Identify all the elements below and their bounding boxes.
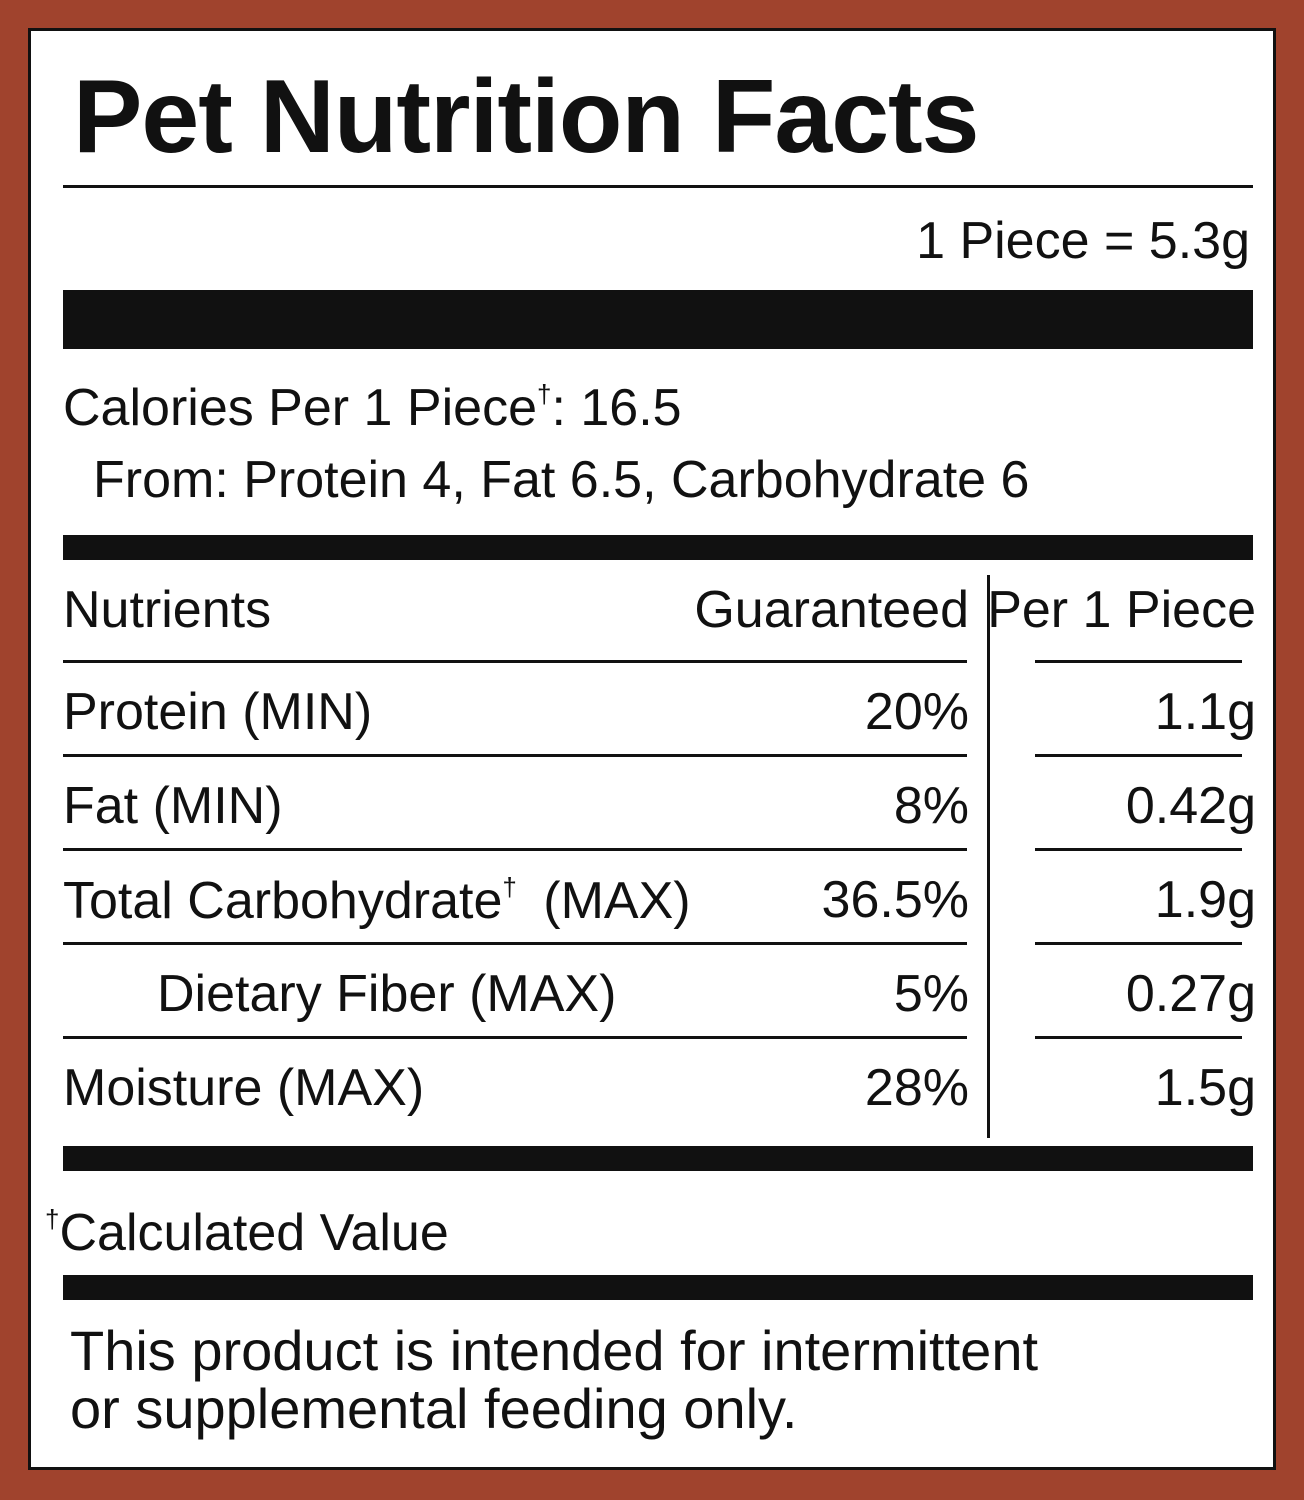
row-rule bbox=[1035, 1036, 1242, 1039]
rule bbox=[63, 185, 1253, 188]
nutrient: Moisture (MAX) bbox=[63, 1062, 424, 1114]
row-rule bbox=[63, 660, 967, 663]
calories-label: Calories Per 1 Piece bbox=[63, 379, 537, 437]
row-rule bbox=[1035, 848, 1242, 851]
title: Pet Nutrition Facts bbox=[73, 59, 980, 175]
row-rule bbox=[63, 942, 967, 945]
guaranteed: 36.5% bbox=[821, 871, 969, 929]
row-rule bbox=[1035, 754, 1242, 757]
per-piece: 1.9g bbox=[1154, 871, 1256, 929]
thick-bar bbox=[63, 290, 1253, 349]
guaranteed: 8% bbox=[893, 777, 969, 835]
header-cell: Nutrients bbox=[63, 581, 272, 639]
header-cell: Guaranteed bbox=[694, 581, 969, 639]
guaranteed: 28% bbox=[864, 1059, 969, 1117]
guaranteed: 20% bbox=[864, 683, 969, 741]
thick-bar bbox=[63, 1275, 1253, 1300]
row-rule bbox=[63, 1036, 967, 1039]
dagger: † bbox=[502, 872, 517, 902]
dagger: † bbox=[537, 379, 552, 409]
nutrient-name: Total Carbohydrate bbox=[63, 872, 503, 930]
guaranteed: 5% bbox=[893, 965, 969, 1023]
per-piece: 0.42g bbox=[1125, 777, 1256, 835]
row-rule bbox=[63, 848, 967, 851]
row-rule bbox=[1035, 942, 1242, 945]
dagger: † bbox=[45, 1204, 60, 1234]
nutrient-name: Fat (MIN) bbox=[63, 777, 283, 835]
nutrient: Fat (MIN) bbox=[63, 780, 283, 832]
per-piece: 1.5g bbox=[1154, 1059, 1256, 1117]
per-piece: 0.27g bbox=[1125, 965, 1256, 1023]
footnote-text: Calculated Value bbox=[59, 1204, 449, 1262]
row-rule bbox=[63, 754, 967, 757]
per-piece: 1.1g bbox=[1154, 683, 1256, 741]
qualifier: (MAX) bbox=[543, 872, 691, 930]
thick-bar bbox=[63, 535, 1253, 560]
disclaimer-line: or supplemental feeding only. bbox=[70, 1377, 798, 1440]
disclaimer-line: This product is intended for intermitten… bbox=[70, 1319, 1039, 1382]
column-divider bbox=[987, 575, 990, 1138]
calories-from: From: Protein 4, Fat 6.5, Carbohydrate 6 bbox=[93, 451, 1030, 509]
nutrient-name: Protein (MIN) bbox=[63, 683, 373, 741]
nutrient: Protein (MIN) bbox=[63, 686, 372, 738]
nutrient: Total Carbohydrate† (MAX) bbox=[63, 874, 691, 927]
thick-bar bbox=[63, 1146, 1253, 1171]
header-cell: Per 1 Piece bbox=[987, 581, 1256, 639]
footnote: †Calculated Value bbox=[45, 1206, 449, 1259]
nutrient: Dietary Fiber (MAX) bbox=[157, 968, 616, 1020]
nutrient-name: Dietary Fiber (MAX) bbox=[157, 965, 617, 1023]
calories: Calories Per 1 Piece†: 16.5 bbox=[63, 381, 682, 434]
serving: 1 Piece = 5.3g bbox=[916, 212, 1250, 270]
nutrition-label: Pet Nutrition Facts 1 Piece = 5.3g Calor… bbox=[28, 28, 1276, 1470]
calories-value: : 16.5 bbox=[551, 379, 682, 437]
nutrient-name: Moisture (MAX) bbox=[63, 1059, 425, 1117]
row-rule bbox=[1035, 660, 1242, 663]
